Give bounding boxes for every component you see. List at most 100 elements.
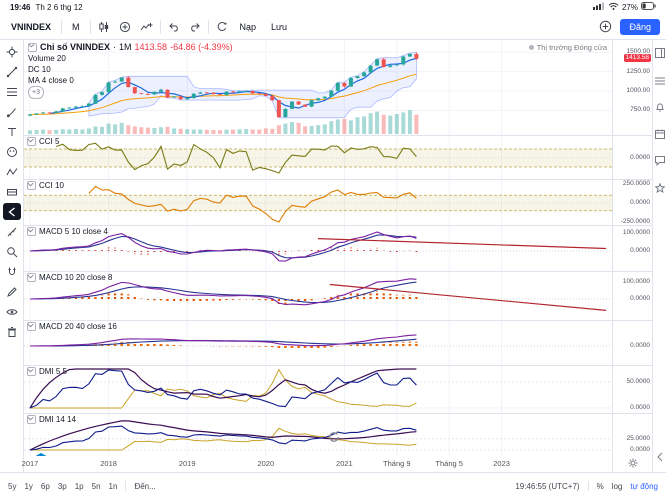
pattern-tool-icon[interactable] — [3, 163, 21, 180]
pane-label[interactable]: CCI 10 — [39, 181, 64, 190]
percent-scale-toggle[interactable]: % — [597, 482, 604, 491]
pane-label[interactable]: MACD 10 20 close 8 — [39, 273, 112, 282]
macd1-axis[interactable]: 100.00000.0000 — [612, 226, 652, 271]
axis-label: 0.0000 — [630, 247, 650, 254]
axis-label: -250.0000 — [621, 218, 650, 225]
collapse-icon[interactable] — [27, 227, 36, 236]
show-hide-icon[interactable] — [3, 303, 21, 320]
collapse-icon[interactable] — [27, 181, 36, 190]
symbol-button[interactable]: VNINDEX — [6, 20, 56, 34]
crosshair-tool-icon[interactable] — [3, 43, 21, 60]
zoom-tool-icon[interactable] — [3, 243, 21, 260]
price-axis[interactable]: 1500.001250.001000.00750.001413.58 — [612, 40, 652, 135]
panel-layout-icon[interactable] — [655, 45, 665, 63]
refresh-icon[interactable] — [214, 19, 230, 35]
add-panel-icon[interactable] — [597, 18, 614, 35]
collapse-panel-icon[interactable] — [656, 449, 664, 467]
indicators-icon[interactable] — [138, 19, 155, 35]
interval-button[interactable]: M — [67, 20, 85, 34]
content: Chỉ số VNINDEX · 1M 1413.58 -64.86 (-4.3… — [0, 40, 666, 472]
shapes-tool-icon[interactable] — [3, 143, 21, 160]
range-1d[interactable]: 1n — [109, 482, 118, 491]
range-6m[interactable]: 6p — [41, 482, 50, 491]
axis-label: 0.0000 — [630, 404, 650, 411]
range-1m[interactable]: 1p — [75, 482, 84, 491]
pane-label[interactable]: CCI 5 — [39, 137, 59, 146]
watchlist-icon[interactable] — [655, 72, 665, 90]
legend-more[interactable]: +3 — [28, 86, 233, 99]
selected-tool-icon[interactable] — [3, 203, 21, 220]
time-axis-label: 2020 — [257, 459, 274, 468]
cci10-axis[interactable]: 250.00000.0000-250.0000 — [612, 180, 652, 225]
range-5d[interactable]: 5n — [92, 482, 101, 491]
collapse-icon[interactable] — [27, 322, 36, 331]
cci5-plot[interactable]: CCI 5 — [24, 136, 612, 179]
market-status: Thị trường Đóng cửa — [529, 43, 607, 52]
collapse-icon[interactable] — [27, 273, 36, 282]
axis-label: 750.00 — [630, 106, 650, 113]
macd2-axis[interactable]: 100.00000.0000 — [612, 272, 652, 320]
redo-icon[interactable] — [187, 20, 203, 34]
pane-label[interactable]: MACD 5 10 close 4 — [39, 227, 108, 236]
chart-settings[interactable] — [612, 456, 652, 472]
dmi1-axis[interactable]: 50.00000.0000 — [612, 366, 652, 413]
save-layout-button[interactable]: Lưu — [266, 20, 292, 34]
collapse-icon[interactable] — [27, 367, 36, 376]
magnet-tool-icon[interactable] — [3, 263, 21, 280]
legend-ma[interactable]: MA 4 close 0 — [28, 75, 233, 86]
pane-cci5: CCI 5 0.0000 — [24, 136, 652, 180]
fib-tool-icon[interactable] — [3, 83, 21, 100]
load-layout-button[interactable]: Nạp — [235, 20, 262, 34]
macd3-plot[interactable]: MACD 20 40 close 16 — [24, 321, 612, 365]
pane-label[interactable]: DMI 14 14 — [39, 415, 76, 424]
collapse-icon[interactable] — [27, 415, 36, 424]
macd2-plot[interactable]: MACD 10 20 close 8 — [24, 272, 612, 320]
range-5y[interactable]: 5y — [8, 482, 16, 491]
trendline-tool-icon[interactable] — [3, 63, 21, 80]
dmi1-plot[interactable]: DMI 5 5 — [24, 366, 612, 413]
time-axis-label: 2021 — [336, 459, 353, 468]
cci5-axis[interactable]: 0.0000 — [612, 136, 652, 179]
macd3-axis[interactable]: 0.0000 — [612, 321, 652, 365]
legend-dc[interactable]: DC 10 — [28, 64, 233, 75]
auto-scale-toggle[interactable]: tự động — [630, 482, 658, 491]
log-scale-toggle[interactable]: log — [612, 482, 623, 491]
chart-type-icon[interactable] — [96, 19, 112, 35]
dmi2-axis[interactable]: 25.00000.0000 — [612, 414, 652, 456]
edit-tool-icon[interactable] — [3, 283, 21, 300]
collapse-icon[interactable] — [27, 137, 36, 146]
pane-macd1: MACD 5 10 close 4 100.00000.0000 — [24, 226, 652, 272]
clock-label[interactable]: 19:46:55 (UTC+7) — [515, 482, 579, 491]
delete-tool-icon[interactable] — [3, 323, 21, 340]
macd1-plot[interactable]: MACD 5 10 close 4 — [24, 226, 612, 271]
time-axis-label: 2018 — [100, 459, 117, 468]
symbol-title[interactable]: Chỉ số VNINDEX — [40, 42, 110, 53]
dmi2-plot[interactable]: DMI 14 14 — [24, 414, 612, 456]
collapse-icon[interactable] — [28, 43, 37, 52]
price-chart[interactable]: Chỉ số VNINDEX · 1M 1413.58 -64.86 (-4.3… — [24, 40, 612, 135]
divider — [61, 20, 62, 34]
pane-label[interactable]: MACD 20 40 close 16 — [39, 322, 117, 331]
gear-icon[interactable] — [628, 458, 638, 470]
calendar-icon[interactable] — [655, 126, 665, 144]
range-3m[interactable]: 3p — [58, 482, 67, 491]
legend-volume[interactable]: Volume 20 — [28, 53, 233, 64]
interval-label[interactable]: 1M — [119, 42, 132, 53]
cci10-plot[interactable]: CCI 10 — [24, 180, 612, 225]
ideas-chat-icon[interactable] — [655, 153, 665, 171]
star-icon[interactable] — [655, 180, 665, 198]
pane-label[interactable]: DMI 5 5 — [39, 367, 67, 376]
ruler-tool-icon[interactable] — [3, 223, 21, 240]
range-1y[interactable]: 1y — [24, 482, 32, 491]
undo-icon[interactable] — [166, 20, 182, 34]
title-separator: · — [113, 42, 116, 53]
alerts-bell-icon[interactable] — [655, 99, 665, 117]
forecast-tool-icon[interactable] — [3, 183, 21, 200]
brush-tool-icon[interactable] — [3, 103, 21, 120]
signin-button[interactable]: Đăng — [620, 19, 660, 35]
time-axis[interactable]: 20172018201920202021Tháng 9Tháng 52023 — [24, 456, 652, 472]
goto-date-button[interactable]: Đến... — [134, 482, 155, 491]
compare-icon[interactable] — [117, 19, 133, 35]
time-axis-label: Tháng 9 — [383, 459, 411, 468]
text-tool-icon[interactable] — [3, 123, 21, 140]
